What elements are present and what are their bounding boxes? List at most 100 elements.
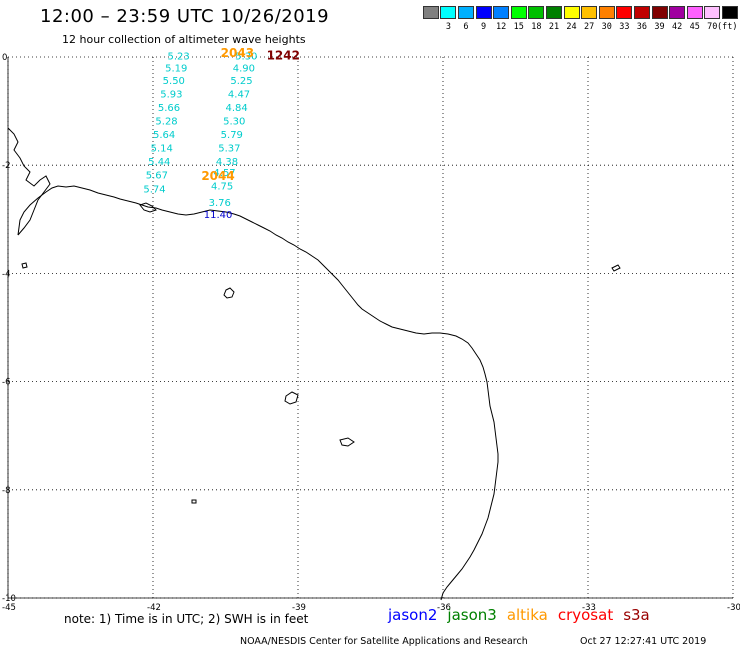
y-tick-label: -6: [2, 378, 10, 388]
legend-item: 15: [510, 6, 528, 32]
legend-swatch: [721, 6, 738, 19]
x-tick-label: -45: [2, 603, 16, 613]
legend-label: 3: [445, 22, 451, 32]
swh-value-label: 4.90: [233, 64, 255, 75]
legend-label: 42: [671, 22, 683, 32]
coastline-island-2: [284, 391, 299, 405]
legend-item: 33: [616, 6, 634, 32]
y-tick-label: -4: [2, 269, 10, 279]
x-tick-label: -39: [292, 603, 306, 613]
swh-value-label: 5.93: [160, 90, 182, 101]
coastline-main: [17, 185, 499, 601]
footer-note: note: 1) Time is in UTC; 2) SWH is in fe…: [64, 612, 309, 626]
swh-value-label: 5.50: [163, 76, 185, 87]
legend-label: 30: [601, 22, 612, 32]
credit-line: NOAA/NESDIS Center for Satellite Applica…: [240, 636, 528, 647]
legend-label: 24: [566, 22, 577, 32]
generated-timestamp: Oct 27 12:27:41 UTC 2019: [580, 636, 707, 647]
coastline-delta: [7, 127, 51, 236]
y-tick-label: -8: [2, 486, 10, 496]
x-tick-label: -30: [727, 603, 740, 613]
legend-item: 6: [457, 6, 475, 32]
legend-label: 27: [584, 22, 595, 32]
swh-value-label: 5.37: [218, 144, 240, 155]
swh-value-label: 5.64: [153, 130, 175, 141]
swh-value-label: 5.25: [230, 76, 252, 87]
legend-label: 21: [548, 22, 560, 32]
axis-tick-labels: -45 -42 -39 -36 -33 -30 0 -2 -4 -6 -8 -10: [2, 53, 740, 613]
legend-item: 21: [545, 6, 563, 32]
legend-label: 45: [689, 22, 700, 32]
satellite-name: s3a: [623, 606, 650, 624]
swh-value-label: 4.47: [228, 90, 250, 101]
page-title: 12:00 – 23:59 UTC 10/26/2019: [40, 6, 330, 27]
coastline-island-3: [339, 437, 355, 447]
legend-item: 24: [563, 6, 581, 32]
legend-label: 15: [513, 22, 524, 32]
swh-value-label: 5.28: [155, 117, 177, 128]
swh-value-label: 5.67: [146, 171, 168, 182]
pass-time-label: 2043: [221, 46, 254, 60]
legend-swatch: [581, 6, 598, 19]
pass-time-label: 2044: [201, 169, 234, 183]
page-subtitle: 12 hour collection of altimeter wave hei…: [62, 33, 306, 46]
legend-swatch: [493, 6, 510, 19]
swh-value-label: 5.30: [223, 117, 245, 128]
swh-value-label: 5.14: [151, 144, 173, 155]
legend-swatch: [457, 6, 474, 19]
y-tick-label: -10: [2, 594, 16, 604]
swh-value-label: 5.19: [165, 64, 187, 75]
legend-item: 9: [475, 6, 493, 32]
legend-swatch: [651, 6, 668, 19]
swh-value-label: 4.38: [216, 157, 238, 168]
legend-swatch: [563, 6, 580, 19]
pass-time-label: 1242: [267, 49, 300, 63]
legend-swatch: [633, 6, 650, 19]
swh-value-label: 5.30: [235, 52, 257, 63]
x-tick-label: -42: [147, 603, 161, 613]
legend-label: 36: [636, 22, 648, 32]
swh-value-label: 4.57: [213, 168, 235, 179]
satellite-name: jason3: [447, 606, 497, 624]
satellite-key: jason2 jason3 altika cryosat s3a: [388, 606, 650, 624]
legend-swatch: [422, 6, 439, 19]
swh-value-label: 4.84: [226, 103, 248, 114]
coastline-bay-detail: [139, 202, 157, 213]
coastline-island-1: [223, 287, 235, 299]
legend-item: 70: [704, 6, 722, 32]
y-tick-label: 0: [2, 53, 7, 63]
legend-label: 33: [619, 22, 630, 32]
legend-item: 42: [668, 6, 686, 32]
swh-value-label: 3.76: [209, 198, 231, 209]
legend-swatch: [440, 6, 457, 19]
swh-value-label: 5.66: [158, 103, 180, 114]
wave-height-color-legend: 3 6 9 12 15 18 21 24 27 30 33 36 39 42 45 70: [422, 6, 739, 32]
legend-item: 30: [598, 6, 616, 32]
legend-item: 45: [686, 6, 704, 32]
legend-swatch: [704, 6, 721, 19]
x-tick-label: -36: [437, 603, 451, 613]
legend-swatch: [616, 6, 633, 19]
satellite-name: altika: [506, 606, 548, 624]
legend-label: 39: [654, 22, 665, 32]
legend-swatch: [669, 6, 686, 19]
swh-value-label: 5.74: [143, 184, 165, 195]
swh-value-label: 11.40: [204, 210, 233, 221]
coastline-island-4: [611, 264, 621, 272]
legend-swatch: [528, 6, 545, 19]
legend-item: 36: [633, 6, 651, 32]
swh-value-label: 5.44: [148, 157, 170, 168]
legend-swatch: [598, 6, 615, 19]
legend-unit-label: (ft): [717, 22, 738, 32]
legend-label: 9: [481, 22, 487, 32]
legend-item: 39: [651, 6, 669, 32]
wave-height-observations: 5.235.195.50 5.93 5.66 5.28 5.64 5.14 5.44 5.67…: [143, 46, 300, 221]
legend-item: [721, 6, 739, 32]
coastline-island-5: [21, 262, 28, 269]
swh-value-label: 4.75: [211, 182, 233, 193]
legend-label: 6: [463, 22, 469, 32]
swh-value-label: 5.23: [168, 52, 190, 63]
satellite-name: jason2: [388, 606, 438, 624]
